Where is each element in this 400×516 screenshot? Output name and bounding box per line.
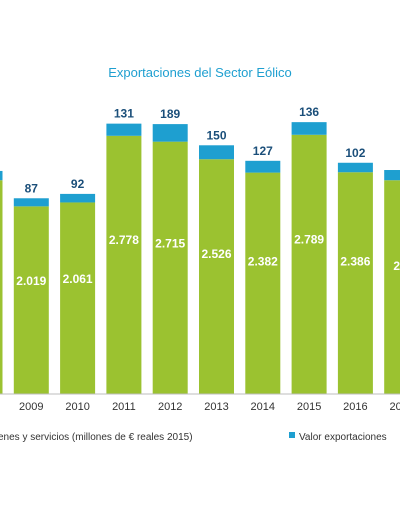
data-label-domestic-2016: 2.386 [340,254,370,268]
data-label-export-2011: 131 [114,107,134,121]
bar-export-2012 [152,124,188,142]
chart-title: Exportaciones del Sector Eólico [108,65,292,80]
bar-export-2008 [0,170,3,181]
x-tick-2011: 2011 [112,401,136,413]
x-tick-2013: 2013 [204,401,228,413]
bar-export-2016 [337,162,373,173]
x-tick-2010: 2010 [65,401,89,413]
bar-export-2010 [60,193,96,203]
data-label-export-2012: 189 [160,107,180,121]
bar-domestic-2015 [291,134,327,395]
data-label-export-2016: 102 [345,146,365,160]
legend-item-blue-label: Valor exportaciones [299,432,387,443]
bar-domestic-2008 [0,180,3,394]
x-tick-2015: 2015 [297,401,321,413]
data-label-export-2009: 87 [25,181,39,195]
x-axis-ticks: 2008200920102011201220132014201520162017 [19,401,400,413]
bars-group: 2.019 87 2.061 92 2.778 131 2.715 189 2.526 150 2.… [0,105,400,395]
data-label-domestic-2015: 2.789 [294,233,324,247]
data-label-domestic-2012: 2.715 [155,237,185,251]
bar-export-2015 [291,122,327,135]
bar-domestic-2017 [384,180,400,394]
legend-item-green-label: enes y servicios (millones de € reales 2… [0,432,193,443]
x-tick-2016: 2016 [343,401,367,413]
bar-export-2014 [245,160,281,173]
data-label-domestic-2010: 2.061 [63,272,93,286]
x-tick-2009: 2009 [19,401,43,413]
data-label-export-2013: 150 [206,128,226,142]
data-label-domestic-2011: 2.778 [109,233,139,247]
legend: enes y servicios (millones de € reales 2… [0,432,387,443]
bar-export-2013 [199,145,234,160]
bar-domestic-2010 [60,202,96,394]
data-label-domestic-2009: 2.019 [16,274,46,288]
x-tick-2017: 2017 [389,401,400,413]
legend-swatch-blue [289,432,295,438]
data-label-export-2010: 92 [71,177,85,191]
data-label-domestic-2013: 2.526 [201,247,231,261]
data-label-domestic-2014: 2.382 [248,255,278,269]
bar-export-2009 [13,198,49,207]
x-tick-2012: 2012 [158,401,182,413]
bar-domestic-2014 [245,172,281,394]
data-label-domestic-2017: 2.3 [393,259,400,273]
bar-domestic-2009 [13,206,49,394]
bar-export-2011 [106,123,142,136]
data-label-export-2014: 127 [253,144,273,158]
bar-domestic-2011 [106,135,142,394]
x-tick-2014: 2014 [251,401,275,413]
bar-domestic-2013 [199,159,234,394]
bar-domestic-2016 [337,172,373,394]
data-label-export-2015: 136 [299,105,319,119]
bar-export-2017 [384,170,400,181]
bar-domestic-2012 [152,141,188,394]
